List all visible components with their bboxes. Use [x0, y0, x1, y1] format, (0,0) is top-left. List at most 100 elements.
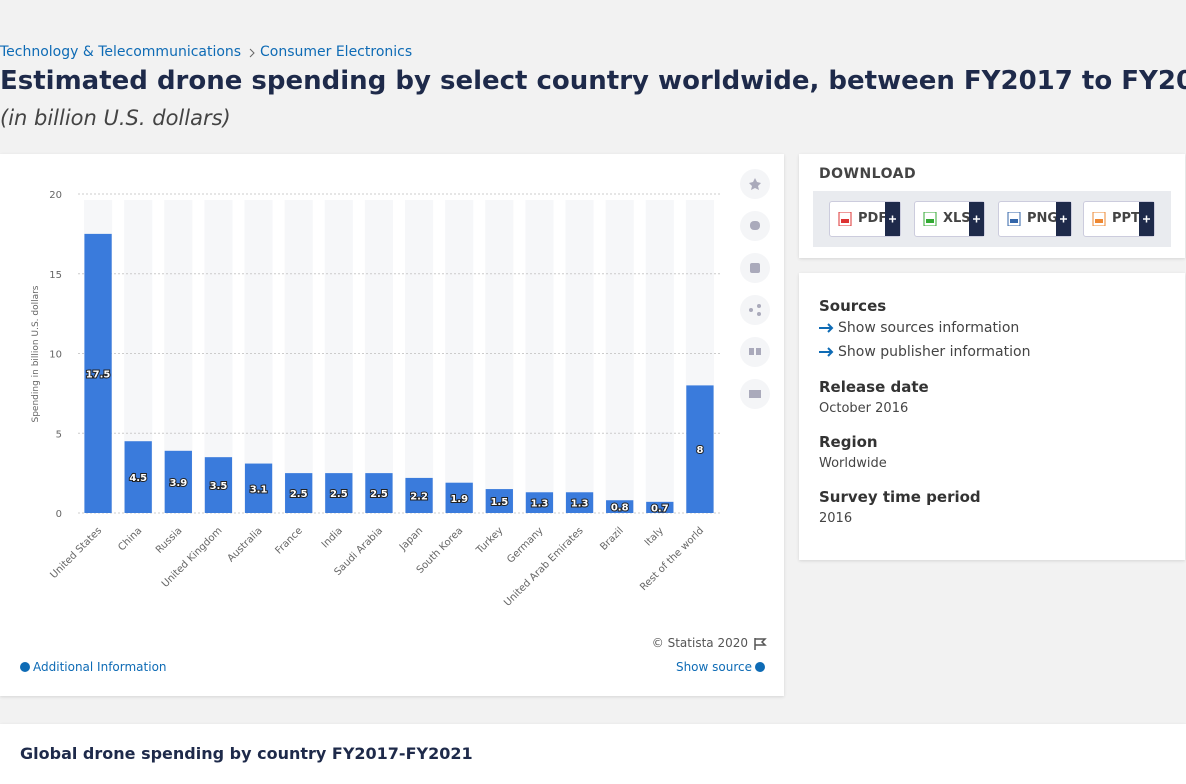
additional-info[interactable]: Additional Information [33, 660, 167, 674]
page: Technology & Telecommunications Consumer… [0, 44, 1186, 784]
bar [84, 233, 112, 513]
y-tick-label: 20 [49, 190, 62, 201]
side-tools[interactable] [740, 169, 770, 409]
bar [646, 501, 674, 513]
column-band [324, 200, 353, 513]
bar [686, 385, 714, 513]
bar [525, 492, 554, 513]
file-icon [838, 212, 852, 226]
plus-icon [889, 215, 896, 223]
format-label: PPT [1112, 211, 1140, 226]
value-label: 8 [696, 445, 703, 456]
column-band [244, 200, 273, 513]
value-label: 1.3 [531, 499, 549, 510]
region: Worldwide [819, 456, 887, 471]
sources-link[interactable]: Show sources information [838, 320, 1020, 336]
value-label: 4.5 [129, 473, 147, 484]
region-title: Region [819, 433, 878, 451]
next-card: Global drone spending by country FY2017-… [0, 724, 1186, 784]
plus-button[interactable] [1056, 202, 1071, 236]
format-label: PDF [858, 211, 888, 226]
value-label: 0.8 [611, 503, 629, 514]
release: October 2016 [819, 401, 909, 416]
download-button[interactable]: PPT [1083, 201, 1155, 237]
value-label: 3.5 [210, 481, 228, 492]
column-band [364, 200, 393, 513]
download-button[interactable]: PDF [829, 201, 901, 237]
value-label: 2.2 [410, 491, 428, 502]
chart-card: Spending in billion U.S. dollars © Stati… [0, 154, 784, 696]
format-label: PNG [1027, 211, 1059, 226]
value-label: 17.5 [86, 369, 111, 380]
x-tick-label: Italy [643, 525, 666, 548]
value-label: 0.7 [651, 503, 669, 514]
bar [325, 473, 353, 513]
y-tick-label: 10 [49, 350, 62, 361]
release-title: Release date [819, 378, 929, 396]
file-icon [923, 212, 937, 226]
bar [445, 482, 473, 513]
x-tick-label: United States [49, 525, 105, 581]
y-tick-label: 5 [56, 429, 62, 440]
plus-button[interactable] [969, 202, 984, 236]
credit: © Statista 2020 [652, 636, 748, 650]
value-label: 1.5 [490, 497, 508, 508]
chevron [249, 48, 255, 58]
column-band [525, 200, 554, 513]
show-source[interactable]: Show source [676, 660, 752, 674]
y-tick-label: 15 [49, 270, 62, 281]
details-card: Sources Show sources information Show pu… [799, 273, 1185, 560]
breadcrumb[interactable]: Technology & Telecommunications [0, 44, 242, 60]
x-tick-label: Germany [505, 525, 545, 565]
x-tick-label: Brazil [598, 525, 626, 553]
column-band [445, 200, 474, 513]
column-band [565, 200, 594, 513]
value-label: 1.3 [571, 499, 589, 510]
x-tick-label: Japan [397, 525, 425, 553]
format-label: XLS [943, 211, 971, 226]
bar [124, 441, 152, 513]
value-label: 2.5 [330, 489, 348, 500]
y-axis-label: Spending in billion U.S. dollars [31, 285, 41, 422]
flag-icon [754, 638, 767, 650]
bar [565, 492, 594, 513]
bar [285, 473, 313, 513]
plus-button[interactable] [1139, 202, 1154, 236]
bar [485, 489, 513, 513]
chart: Spending in billion U.S. dollars © Stati… [20, 169, 770, 674]
next-title: Global drone spending by country FY2017-… [20, 744, 473, 763]
subtitle: (in billion U.S. dollars) [0, 106, 231, 130]
bar [365, 473, 393, 513]
breadcrumb[interactable]: Consumer Electronics [260, 44, 413, 60]
bar [606, 500, 634, 513]
x-tick-label: Turkey [474, 525, 506, 557]
value-label: 1.9 [450, 494, 468, 505]
bar [244, 463, 273, 513]
y-tick-label: 0 [56, 509, 62, 520]
arrow [819, 347, 834, 357]
plus-icon [1060, 215, 1067, 223]
plus-icon [973, 215, 980, 223]
value-label: 3.9 [169, 478, 187, 489]
x-tick-label: France [274, 525, 305, 556]
download-button[interactable]: XLS [914, 201, 985, 237]
survey: 2016 [819, 511, 853, 526]
bar [164, 450, 192, 513]
x-tick-label: China [116, 525, 144, 553]
file-icon [1092, 212, 1106, 226]
column-band [605, 200, 634, 513]
column-band [645, 200, 674, 513]
title: Estimated drone spending by select count… [0, 66, 1186, 96]
download-button[interactable]: PNG [998, 201, 1072, 237]
plus-button[interactable] [885, 202, 900, 236]
column-band [284, 200, 313, 513]
column-band [405, 200, 434, 513]
survey-title: Survey time period [819, 488, 981, 506]
value-label: 2.5 [370, 489, 388, 500]
plus-icon [1143, 215, 1150, 223]
download-title: DOWNLOAD [819, 166, 917, 182]
publisher-link[interactable]: Show publisher information [838, 344, 1031, 360]
column-band [485, 200, 514, 513]
arrow [819, 323, 834, 333]
x-tick-label: India [320, 525, 345, 550]
